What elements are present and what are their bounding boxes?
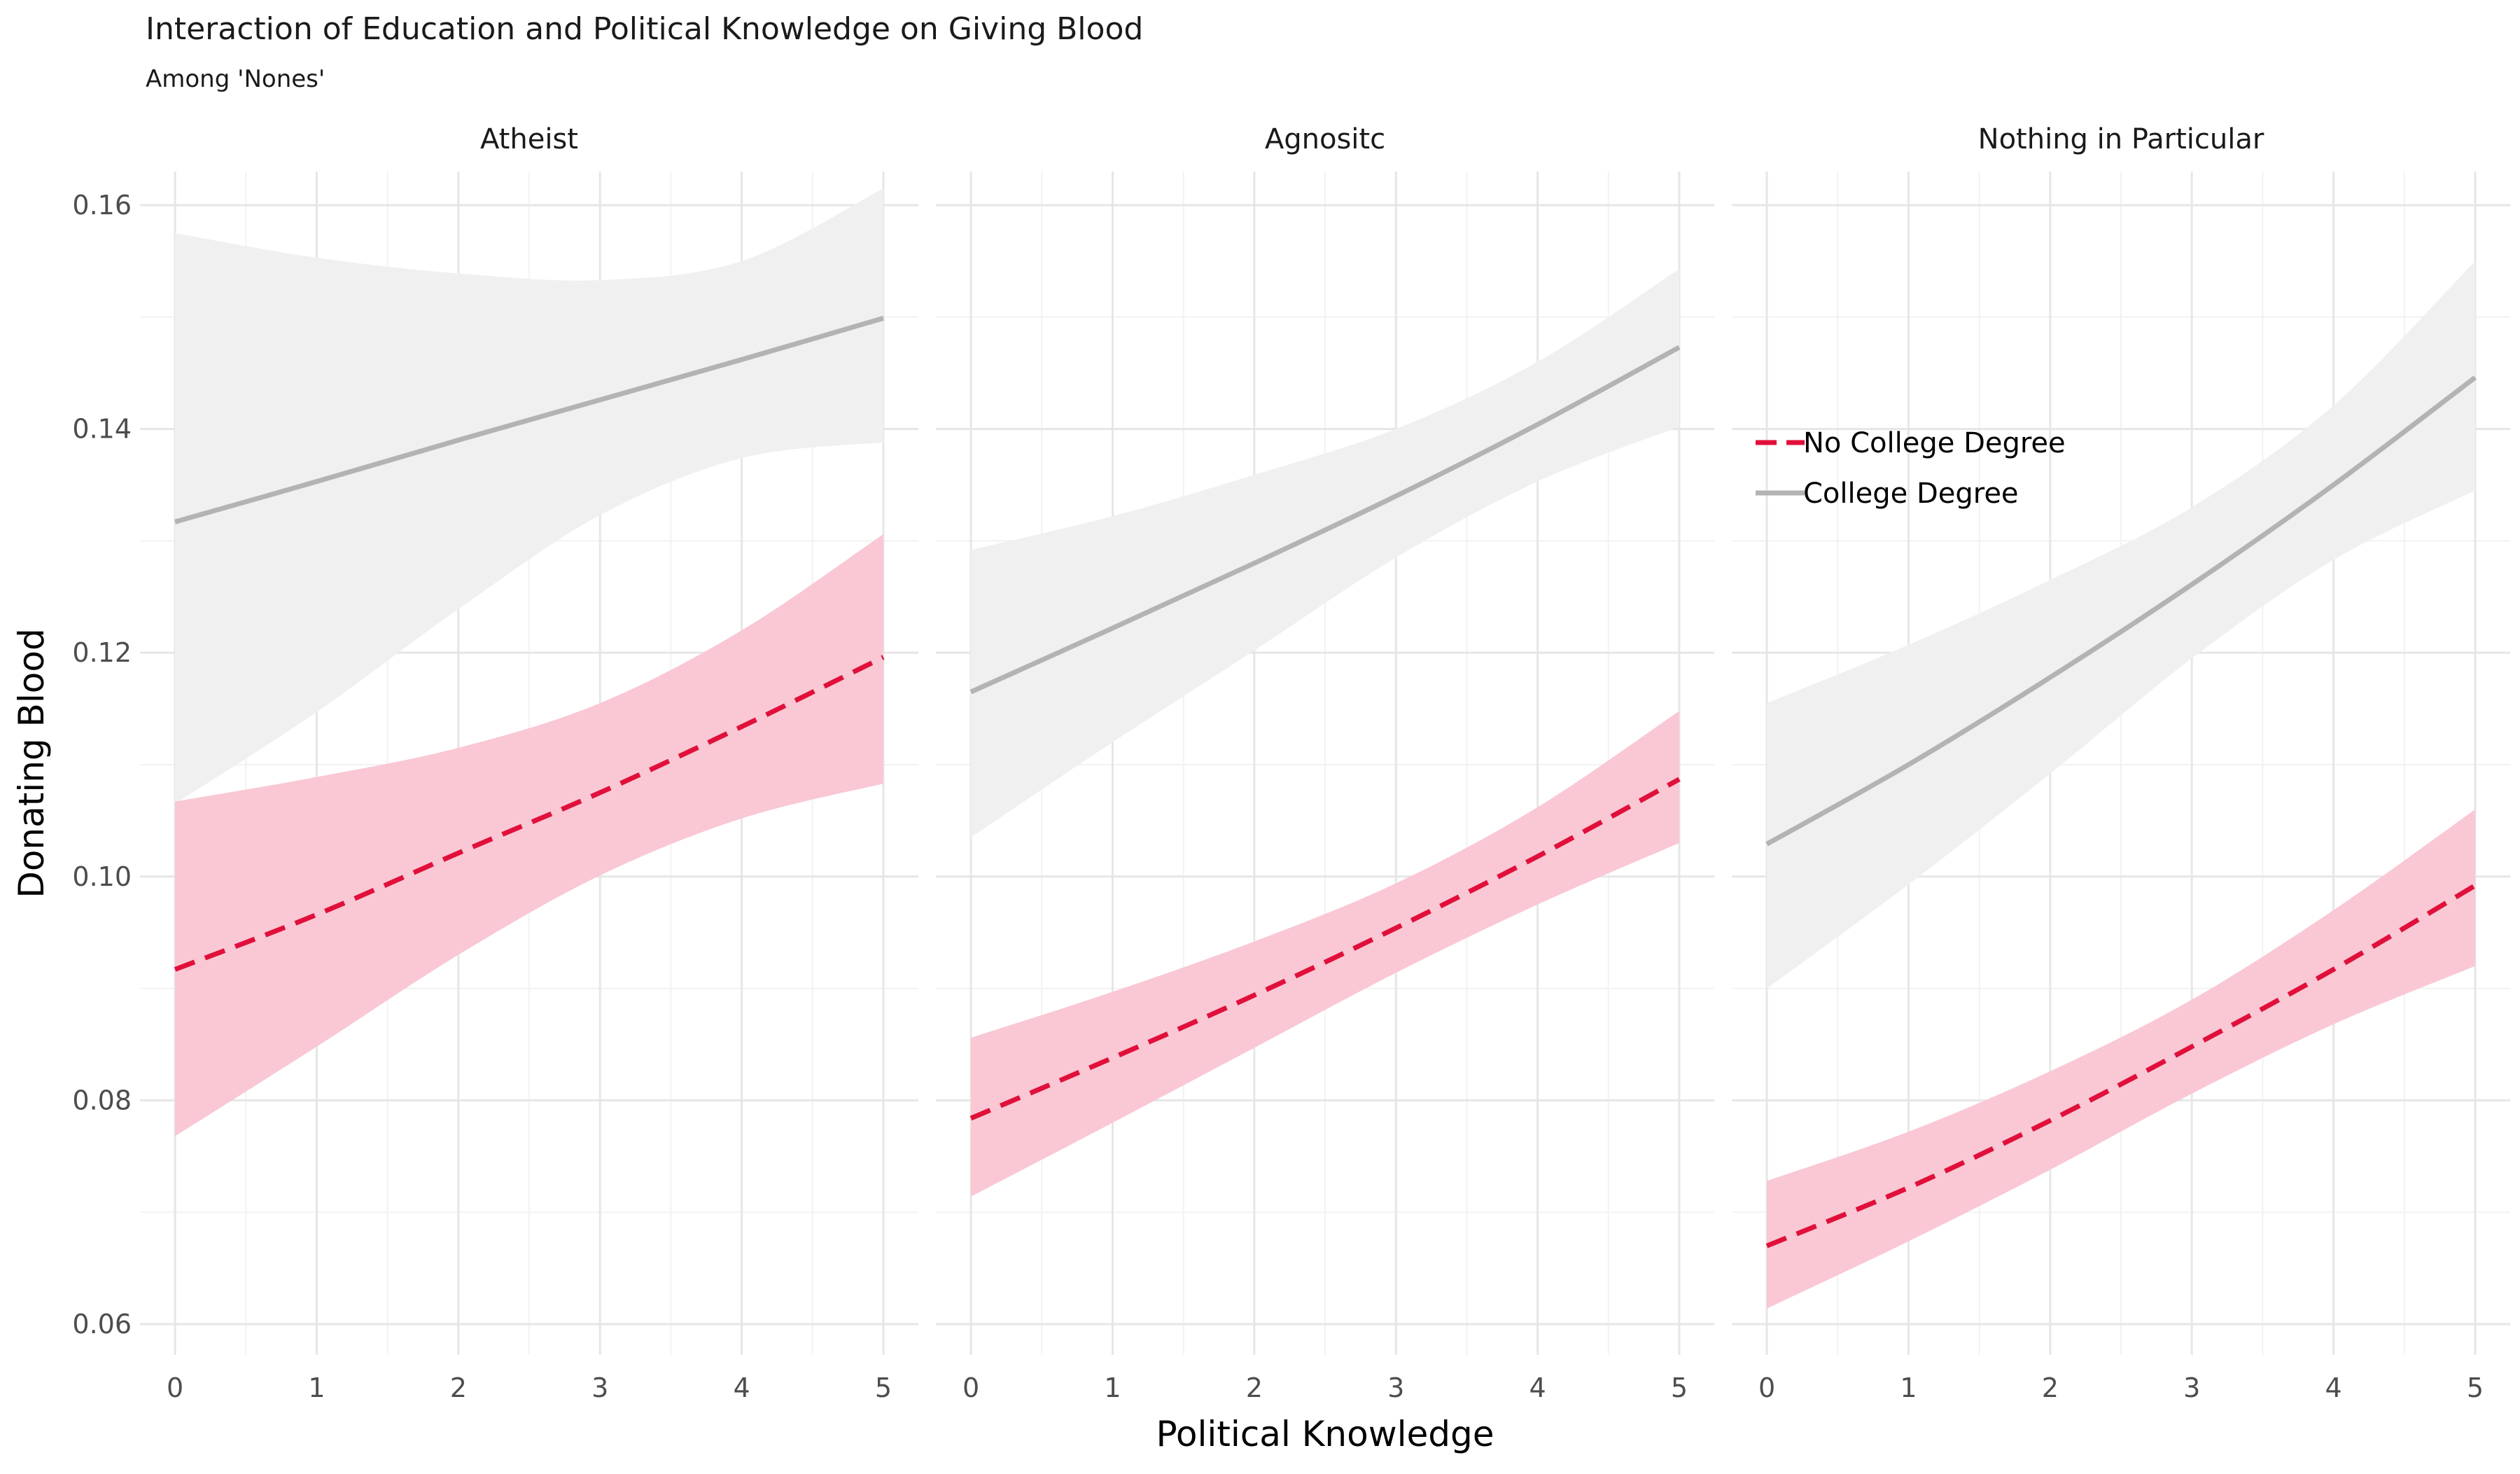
x-tick-label: 4 (1529, 1372, 1546, 1403)
confidence-band (175, 534, 883, 1136)
x-tick-label: 3 (1387, 1372, 1404, 1403)
legend-item: No College Degree (1756, 427, 2066, 459)
y-axis-title: Donating Blood (11, 628, 52, 898)
chart-title: Interaction of Education and Political K… (146, 11, 1143, 47)
x-tick-label: 3 (2183, 1372, 2200, 1403)
series-line (174, 655, 885, 972)
y-tick-label: 0.16 (72, 190, 132, 221)
x-tick-label: 4 (733, 1372, 750, 1403)
panel-title: Agnositc (1265, 123, 1385, 155)
x-tick-label: 1 (1104, 1372, 1121, 1403)
series-line (969, 777, 1681, 1121)
confidence-band (175, 188, 883, 804)
panel-title: Atheist (480, 123, 578, 155)
legend-label: College Degree (1803, 478, 2019, 510)
x-tick-label: 2 (1246, 1372, 1263, 1403)
panel-0: Atheist 0 1 2 3 4 5 0.06 0.08 0.10 0.12 0.14 0.16 (72, 123, 918, 1403)
panel-2: Nothing in Particular 0 1 2 3 4 5 (1732, 123, 2510, 1403)
legend-item: College Degree (1756, 478, 2019, 510)
series-line (1765, 883, 2477, 1249)
x-tick-label: 5 (1671, 1372, 1688, 1403)
legend: No College Degree College Degree (1756, 427, 2066, 510)
x-tick-label: 4 (2325, 1372, 2342, 1403)
confidence-band (971, 269, 1679, 837)
x-tick-label: 0 (167, 1372, 183, 1403)
x-tick-label: 1 (308, 1372, 325, 1403)
x-tick-label: 1 (1900, 1372, 1917, 1403)
series-line (969, 345, 1681, 695)
x-tick-label: 2 (450, 1372, 467, 1403)
chart-subtitle: Among 'Nones' (146, 65, 325, 93)
confidence-band (1767, 809, 2475, 1309)
series-line (174, 315, 884, 524)
legend-label: No College Degree (1803, 427, 2066, 459)
series-line (1765, 375, 2477, 847)
x-tick-label: 5 (2467, 1372, 2484, 1403)
confidence-band (1767, 260, 2475, 989)
y-tick-label: 0.08 (72, 1085, 132, 1115)
y-tick-label: 0.14 (72, 414, 132, 445)
x-tick-label: 2 (2042, 1372, 2059, 1403)
panels: Atheist 0 1 2 3 4 5 0.06 0.08 0.10 0.12 0.14 0.16 Agn… (72, 123, 2510, 1403)
panel-1: Agnositc 0 1 2 3 4 5 (936, 123, 1714, 1403)
x-tick-label: 3 (592, 1372, 608, 1403)
major-gridlines (936, 172, 1714, 1355)
y-tick-label: 0.06 (72, 1309, 132, 1340)
x-axis-title: Political Knowledge (1156, 1414, 1494, 1454)
y-tick-label: 0.10 (72, 861, 132, 892)
x-tick-label: 0 (962, 1372, 979, 1403)
y-tick-label: 0.12 (72, 637, 132, 668)
confidence-band (971, 711, 1679, 1197)
panel-title: Nothing in Particular (1978, 123, 2264, 155)
x-tick-label: 5 (875, 1372, 892, 1403)
x-tick-label: 0 (1758, 1372, 1775, 1403)
